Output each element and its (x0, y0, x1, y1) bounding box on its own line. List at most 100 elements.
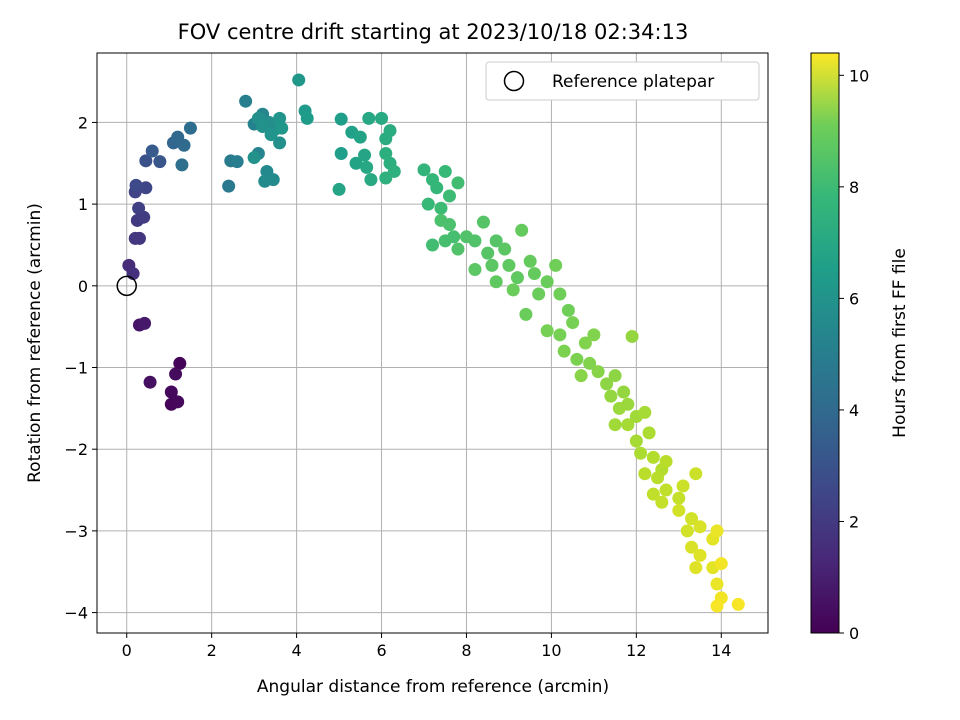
data-point (710, 577, 724, 591)
data-point (143, 375, 157, 389)
data-point (430, 181, 444, 195)
data-point (591, 365, 605, 379)
data-point (349, 156, 363, 170)
grid-lines (97, 53, 768, 633)
data-point (604, 389, 618, 403)
data-point (659, 454, 673, 468)
data-point (540, 275, 554, 289)
data-point (570, 352, 584, 366)
data-point (489, 234, 503, 248)
data-point (275, 121, 289, 135)
data-point (247, 151, 261, 165)
data-point (672, 503, 686, 517)
data-point (451, 242, 465, 256)
data-point (693, 548, 707, 562)
data-point (651, 471, 665, 485)
legend-box (485, 61, 760, 101)
data-point (489, 275, 503, 289)
data-point (510, 271, 524, 285)
data-points (116, 73, 745, 613)
data-point (485, 258, 499, 272)
data-point (676, 479, 690, 493)
x-tick-label: 12 (626, 641, 646, 660)
data-point (360, 160, 374, 174)
data-point (557, 344, 571, 358)
data-point (171, 395, 185, 409)
data-point (642, 426, 656, 440)
data-point (438, 164, 452, 178)
data-point (153, 155, 167, 169)
data-point (273, 136, 287, 150)
data-point (608, 369, 622, 383)
data-point (540, 324, 554, 338)
data-point (672, 491, 686, 505)
x-tick-label: 6 (376, 641, 386, 660)
data-point (442, 218, 456, 232)
data-point (502, 258, 516, 272)
colorbar-tick-label: 0 (849, 624, 859, 643)
data-point (300, 111, 314, 125)
data-point (129, 178, 143, 192)
data-point (164, 385, 178, 399)
data-point (629, 434, 643, 448)
x-axis-label: Angular distance from reference (arcmin) (257, 677, 609, 697)
colorbar: 0 2 4 6 8 10 Hours from first FF file (810, 52, 910, 643)
data-point (169, 367, 183, 381)
x-tick-label: 0 (122, 641, 132, 660)
data-point (264, 128, 278, 142)
legend-reference-marker (503, 70, 525, 92)
data-point (600, 377, 614, 391)
data-point (417, 163, 431, 177)
legend: Reference platepar (485, 61, 760, 101)
data-point (353, 130, 367, 144)
data-point (659, 483, 673, 497)
y-tick-label: −4 (64, 604, 88, 623)
y-tick-label: 2 (78, 113, 88, 132)
data-point (451, 176, 465, 190)
data-point (145, 144, 159, 158)
data-point (710, 599, 724, 613)
data-point (481, 246, 495, 260)
data-point (379, 171, 393, 185)
data-point (625, 329, 639, 343)
data-point (685, 540, 699, 554)
y-tick-label: −2 (64, 440, 88, 459)
data-point (561, 303, 575, 317)
data-point (532, 287, 546, 301)
data-point (646, 487, 660, 501)
data-point (177, 138, 191, 152)
data-point (379, 146, 393, 160)
data-point (239, 94, 253, 108)
data-point (476, 215, 490, 229)
data-point (685, 512, 699, 526)
data-point (334, 112, 348, 126)
data-point (426, 238, 439, 252)
data-point (273, 111, 287, 125)
colorbar-tick-label: 2 (849, 512, 859, 531)
data-point (468, 234, 482, 248)
data-point (621, 418, 635, 432)
data-point (468, 262, 482, 276)
y-axis-ticks: −4 −3 −2 −1 0 1 2 (64, 113, 97, 623)
colorbar-ticks: 0 2 4 6 8 10 (839, 66, 869, 643)
data-point (587, 328, 601, 342)
x-tick-label: 4 (292, 641, 302, 660)
colorbar-tick-label: 10 (849, 66, 869, 85)
data-point (646, 450, 660, 464)
colorbar-gradient (810, 52, 840, 634)
y-tick-label: −3 (64, 522, 88, 541)
x-tick-label: 14 (711, 641, 731, 660)
data-point (655, 495, 669, 509)
data-point (638, 467, 652, 481)
data-point (574, 369, 588, 383)
data-point (258, 174, 272, 188)
data-point (506, 283, 520, 297)
data-point (183, 121, 197, 135)
data-point (358, 148, 372, 162)
data-point (515, 223, 529, 237)
data-point (549, 258, 563, 272)
data-point (693, 520, 707, 534)
data-point (523, 254, 537, 268)
chart-title: FOV centre drift starting at 2023/10/18 … (178, 20, 689, 44)
data-point (292, 73, 306, 87)
